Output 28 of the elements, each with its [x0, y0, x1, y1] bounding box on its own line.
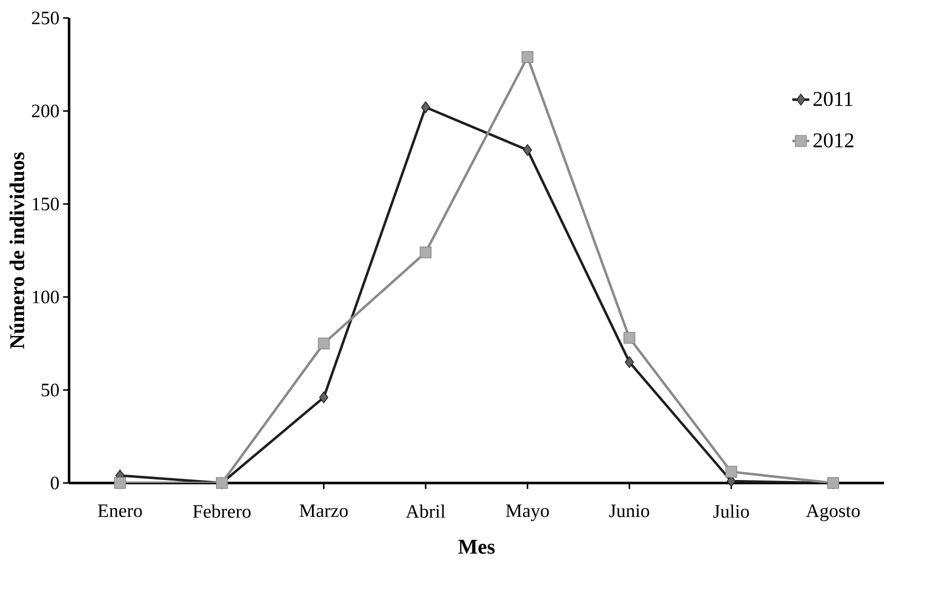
x-tick-label: Febrero: [192, 504, 251, 518]
y-tick-label: 50: [42, 384, 59, 396]
x-tick-label: Junio: [609, 504, 650, 518]
x-tick-label: Mayo: [506, 504, 549, 521]
point: [319, 392, 328, 404]
y-tick-label: 200: [32, 104, 59, 118]
point: [420, 246, 432, 258]
y-axis-title: Número de individuos: [10, 152, 24, 349]
x-tick-label: Julio: [713, 504, 749, 518]
point: [522, 51, 534, 63]
point: [522, 144, 532, 156]
y-tick-label: 100: [32, 290, 59, 304]
legend-label: 2012: [814, 133, 854, 148]
point: [624, 356, 634, 368]
point: [623, 332, 636, 344]
x-tick-label: Marzo: [300, 504, 348, 518]
point: [114, 477, 126, 489]
legend-label: 2011: [814, 92, 852, 106]
x-tick-label: Enero: [98, 504, 142, 518]
x-axis-title: Mes: [458, 540, 495, 554]
point: [421, 101, 430, 114]
y-tick-label: 150: [32, 198, 59, 210]
x-tick-label: Abril: [406, 504, 446, 518]
y-tick-label: 0: [50, 476, 59, 490]
x-tick-label: Agosto: [806, 504, 860, 522]
y-tick-label: 250: [32, 12, 59, 24]
point: [725, 466, 738, 478]
point: [318, 338, 330, 350]
